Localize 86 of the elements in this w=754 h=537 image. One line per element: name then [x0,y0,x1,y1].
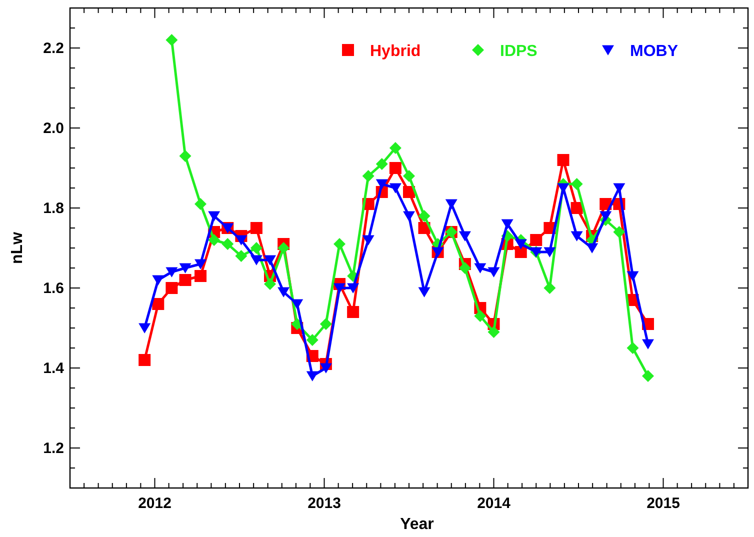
point [166,267,178,278]
point [642,339,654,350]
point [320,318,332,330]
point [626,271,639,282]
point [320,363,332,374]
point [544,247,556,258]
point [208,234,220,246]
point [570,231,583,242]
point [250,255,262,266]
point [235,235,248,246]
point [613,183,626,194]
point [362,235,374,246]
x-tick-label: 2013 [308,495,341,512]
point [445,199,458,210]
point [334,238,346,250]
point [138,323,151,334]
point [278,242,290,254]
point [208,211,220,222]
x-axis-title: Year [400,516,434,533]
point [389,142,402,154]
point [376,158,388,170]
point [488,326,500,338]
point [264,255,276,266]
x-tick-label: 2015 [646,495,680,512]
point [194,270,207,282]
point [488,267,500,278]
point [347,283,360,294]
point [362,170,374,182]
point [613,226,626,238]
point [306,371,318,382]
point [501,219,514,230]
point [152,275,164,286]
legend-label: MOBY [630,43,678,60]
point [586,243,598,254]
point [570,178,583,190]
point [389,183,402,194]
point [642,370,654,382]
point [570,202,583,214]
point [166,282,178,294]
y-tick-label: 2.0 [43,120,64,137]
point [347,306,360,318]
point [418,210,430,222]
point [179,150,192,162]
point [334,283,346,294]
point [530,234,542,246]
point [474,310,486,322]
point [291,299,304,310]
point [626,342,639,354]
point [600,211,612,222]
y-axis-title: nLw [9,231,26,264]
y-tick-label: 1.6 [43,280,64,297]
legend-label: IDPS [500,43,538,60]
point [403,211,415,222]
y-tick-label: 1.4 [43,360,65,377]
y-tick-label: 2.2 [43,40,64,57]
point [194,198,207,210]
point [250,222,262,234]
y-tick-label: 1.8 [43,200,64,217]
point [557,183,570,194]
x-tick-label: 2012 [138,495,172,512]
x-tick-label: 2014 [477,495,512,512]
point [474,263,486,274]
point [557,154,570,166]
point [389,162,402,174]
point [278,287,290,298]
point [222,238,234,250]
point [458,231,471,242]
point [138,354,151,366]
point [376,179,388,190]
point [179,263,192,274]
point [418,287,430,298]
point [179,274,192,286]
y-tick-label: 1.2 [43,440,64,457]
point [194,259,207,270]
point [514,246,527,258]
point [514,239,527,250]
point [166,34,178,46]
point [235,250,248,262]
point [544,282,556,294]
point [306,334,318,346]
point [250,242,262,254]
point [458,262,471,274]
legend-label: Hybrid [370,43,421,60]
point [264,278,276,290]
point [403,170,415,182]
point [152,298,164,310]
